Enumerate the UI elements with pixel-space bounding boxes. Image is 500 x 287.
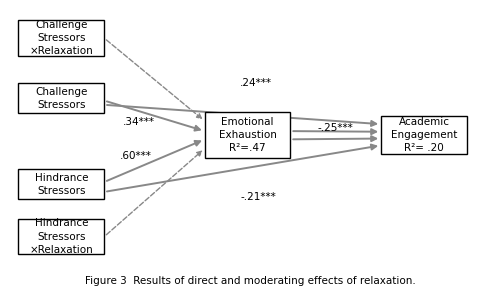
Text: Challenge
Stressors
×Relaxation: Challenge Stressors ×Relaxation	[30, 20, 93, 56]
Text: Hindrance
Stressors
×Relaxation: Hindrance Stressors ×Relaxation	[30, 218, 93, 255]
FancyBboxPatch shape	[18, 219, 104, 254]
Text: .60***: .60***	[120, 151, 152, 161]
Text: Academic
Engagement
R²= .20: Academic Engagement R²= .20	[391, 117, 457, 153]
FancyBboxPatch shape	[18, 83, 104, 113]
FancyBboxPatch shape	[204, 112, 290, 158]
Text: -.25***: -.25***	[318, 123, 354, 133]
Text: Hindrance
Stressors: Hindrance Stressors	[34, 173, 88, 196]
Text: .34***: .34***	[122, 117, 154, 127]
FancyBboxPatch shape	[18, 169, 104, 199]
FancyBboxPatch shape	[18, 20, 104, 56]
Text: -.21***: -.21***	[240, 193, 276, 202]
Text: Emotional
Exhaustion
R²=.47: Emotional Exhaustion R²=.47	[218, 117, 276, 153]
Text: Figure 3  Results of direct and moderating effects of relaxation.: Figure 3 Results of direct and moderatin…	[84, 276, 415, 286]
FancyBboxPatch shape	[381, 116, 467, 154]
Text: .24***: .24***	[240, 77, 272, 88]
Text: Challenge
Stressors: Challenge Stressors	[35, 87, 88, 110]
